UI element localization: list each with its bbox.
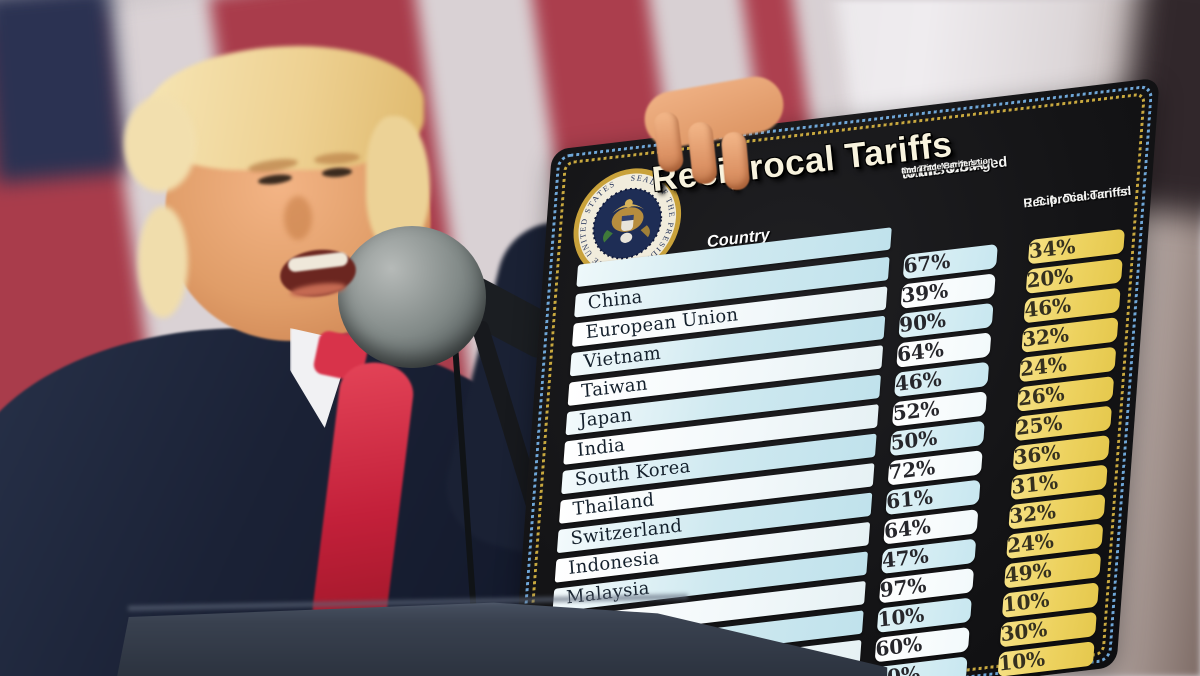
finger (720, 131, 751, 191)
us-flag-canton (0, 0, 127, 184)
reciprocal-tariffs-board: SEAL OF THE PRESIDENT OF THE UNITED STAT… (508, 77, 1160, 676)
microphone-windscreen-icon (338, 226, 486, 368)
hair-side-left (124, 96, 196, 192)
board-rows: China 67% 34% European Union 39% 20% Vietnam 90… (509, 78, 1160, 676)
nose (284, 196, 312, 240)
presidential-seal-icon: SEAL OF THE PRESIDENT OF THE UNITED STAT… (568, 160, 688, 287)
hair-curl (138, 206, 188, 318)
